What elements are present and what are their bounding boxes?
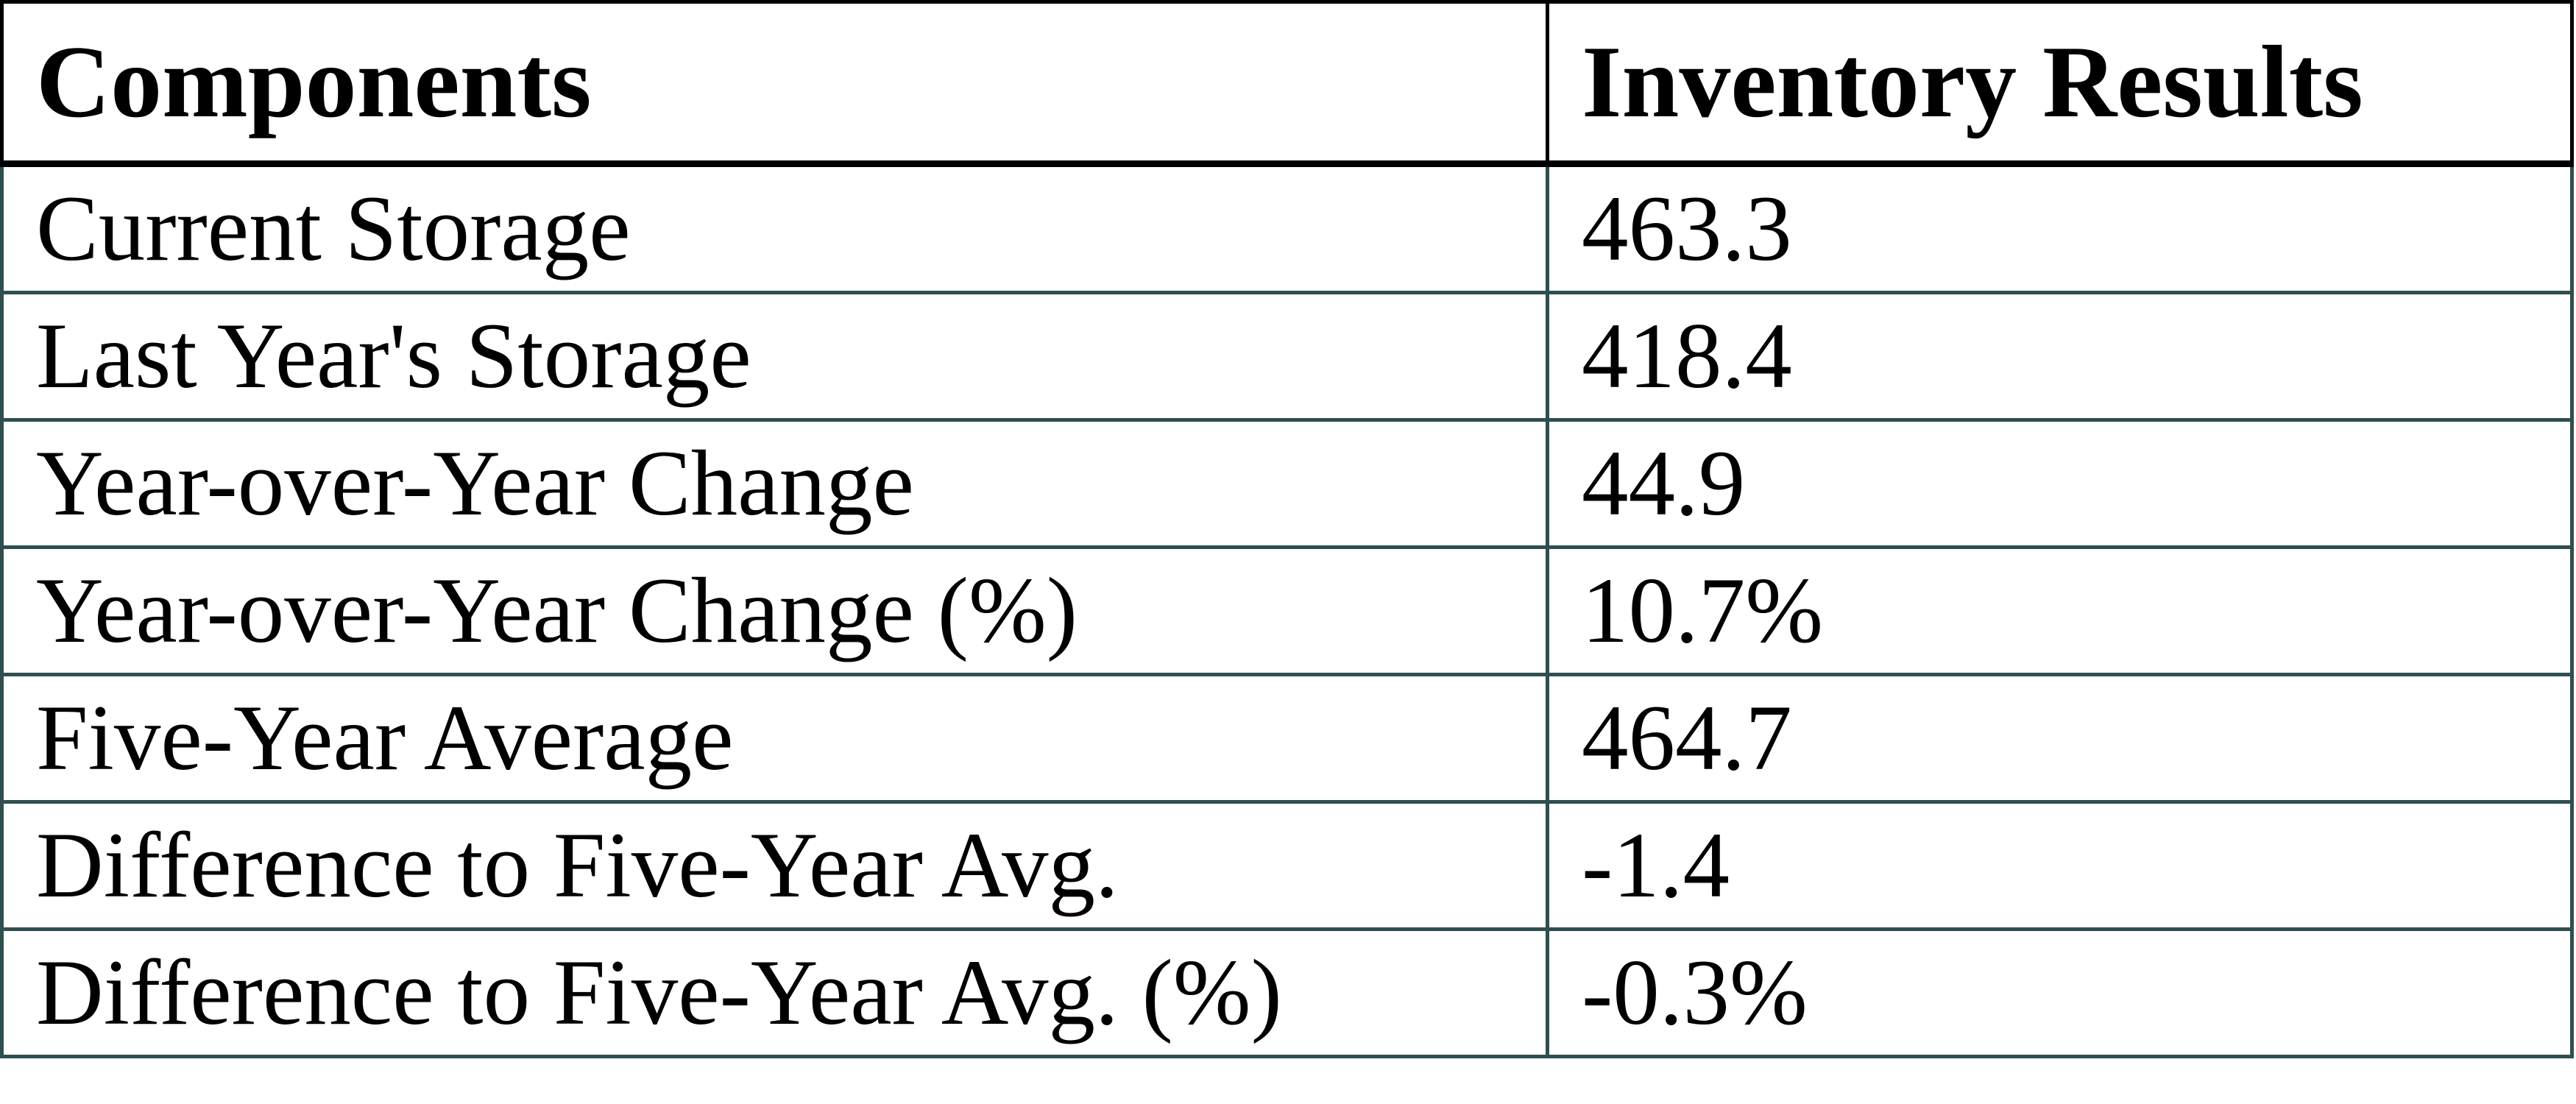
component-cell: Five-Year Average (0, 673, 1549, 804)
component-cell: Current Storage (0, 162, 1549, 294)
inventory-table: Components Inventory Results Current Sto… (0, 0, 2574, 1058)
table-row: Year-over-Year Change (%) 10.7% (0, 545, 2574, 676)
result-cell: 463.3 (1546, 162, 2574, 294)
component-cell: Year-over-Year Change (%) (0, 545, 1549, 676)
table-row: Difference to Five-Year Avg. (%) -0.3% (0, 927, 2574, 1058)
column-header-components: Components (0, 0, 1549, 167)
table-row: Current Storage 463.3 (0, 162, 2574, 294)
component-cell: Year-over-Year Change (0, 418, 1549, 549)
table-row: Year-over-Year Change 44.9 (0, 418, 2574, 549)
result-cell: 44.9 (1546, 418, 2574, 549)
result-cell: -1.4 (1546, 800, 2574, 931)
table-body: Current Storage 463.3 Last Year's Storag… (0, 162, 2574, 1058)
result-cell: 464.7 (1546, 673, 2574, 804)
result-cell: 10.7% (1546, 545, 2574, 676)
table-row: Five-Year Average 464.7 (0, 673, 2574, 804)
component-cell: Difference to Five-Year Avg. (0, 800, 1549, 931)
result-cell: -0.3% (1546, 927, 2574, 1058)
component-cell: Difference to Five-Year Avg. (%) (0, 927, 1549, 1058)
header-row: Components Inventory Results (0, 0, 2574, 167)
table-row: Last Year's Storage 418.4 (0, 291, 2574, 422)
table-row: Difference to Five-Year Avg. -1.4 (0, 800, 2574, 931)
page: Components Inventory Results Current Sto… (0, 0, 2574, 1058)
result-cell: 418.4 (1546, 291, 2574, 422)
component-cell: Last Year's Storage (0, 291, 1549, 422)
column-header-inventory-results: Inventory Results (1546, 0, 2574, 167)
table-header: Components Inventory Results (0, 0, 2574, 167)
